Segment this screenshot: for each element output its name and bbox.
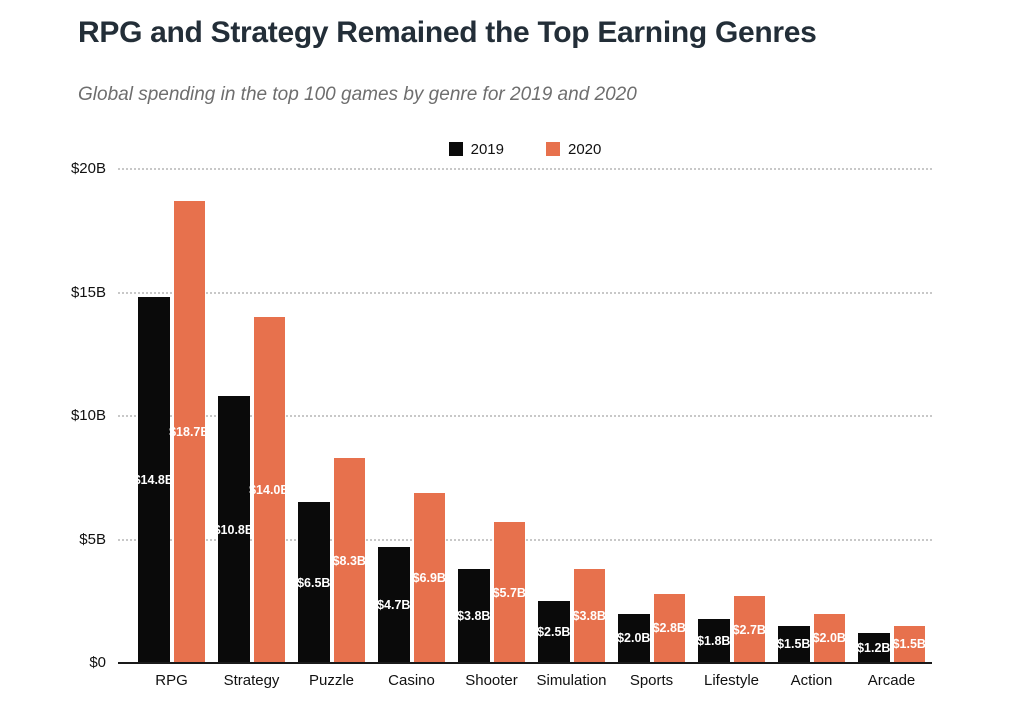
bar-group-lifestyle: $1.8B $2.7B bbox=[697, 169, 766, 663]
x-axis-line bbox=[118, 662, 932, 664]
x-axis-label-shooter: Shooter bbox=[465, 672, 518, 689]
bar-2020-rpg: $18.7B bbox=[169, 201, 209, 663]
x-axis-label-casino: Casino bbox=[388, 672, 435, 689]
x-axis-label-arcade: Arcade bbox=[867, 672, 916, 689]
bar-group-shooter: $3.8B $5.7B bbox=[457, 169, 526, 663]
bar-2020-shooter: $5.7B bbox=[492, 522, 526, 663]
legend-swatch-2019 bbox=[448, 142, 463, 156]
bar-value-label-2019-casino: $4.7B bbox=[377, 597, 411, 612]
gridline-$10B bbox=[118, 415, 932, 417]
bar-2019-casino: $4.7B bbox=[377, 546, 411, 663]
bar-value-label-2020-simulation: $3.8B bbox=[572, 609, 606, 624]
bar-value-label-2019-action: $1.5B bbox=[777, 637, 811, 652]
legend-label-2020: 2020 bbox=[568, 140, 602, 158]
chart-title: RPG and Strategy Remained the Top Earnin… bbox=[78, 16, 817, 49]
x-axis-label-rpg: RPG bbox=[155, 672, 188, 689]
bar-group-sports: $2.0B $2.8B bbox=[617, 169, 686, 663]
legend-item-2019: 2019 bbox=[448, 140, 504, 158]
bar-2019-action: $1.5B bbox=[777, 625, 811, 663]
y-axis-tick-$0: $0 bbox=[89, 654, 106, 672]
bar-group-rpg: $14.8B $18.7B bbox=[134, 169, 209, 663]
x-axis-label-action: Action bbox=[790, 672, 833, 689]
bar-2019-rpg: $14.8B bbox=[134, 297, 174, 663]
bar-2020-arcade: $1.5B bbox=[892, 625, 926, 663]
bar-value-label-2019-strategy: $10.8B bbox=[213, 522, 254, 537]
bar-2020-simulation: $3.8B bbox=[572, 569, 606, 663]
bar-value-label-2019-arcade: $1.2B bbox=[857, 641, 891, 656]
bar-group-simulation: $2.5B $3.8B bbox=[537, 169, 606, 663]
bar-2019-lifestyle: $1.8B bbox=[697, 618, 731, 663]
gridline-$20B bbox=[118, 168, 932, 170]
bar-value-label-2020-rpg: $18.7B bbox=[169, 425, 210, 440]
bar-group-puzzle: $6.5B $8.3B bbox=[297, 169, 366, 663]
legend-item-2020: 2020 bbox=[546, 141, 601, 158]
bar-2019-arcade: $1.2B bbox=[857, 633, 891, 663]
bar-2019-sports: $2.0B bbox=[617, 613, 651, 663]
x-axis-label-lifestyle: Lifestyle bbox=[703, 672, 760, 689]
y-axis-tick-$5B: $5B bbox=[79, 530, 106, 548]
bar-value-label-2020-shooter: $5.7B bbox=[492, 585, 526, 600]
x-axis-label-strategy: Strategy bbox=[223, 672, 280, 689]
bar-value-label-2020-puzzle: $8.3B bbox=[332, 553, 366, 568]
bar-2020-action: $2.0B bbox=[812, 613, 846, 663]
bar-group-casino: $4.7B $6.9B bbox=[377, 169, 446, 663]
bar-2020-sports: $2.8B bbox=[652, 593, 686, 663]
bar-value-label-2020-strategy: $14.0B bbox=[249, 483, 290, 498]
bar-group-arcade: $1.2B $1.5B bbox=[857, 169, 926, 663]
bar-value-label-2020-action: $2.0B bbox=[812, 631, 846, 646]
x-axis-label-puzzle: Puzzle bbox=[308, 672, 355, 689]
gridline-$5B bbox=[118, 538, 932, 541]
bar-group-action: $1.5B $2.0B bbox=[777, 169, 846, 663]
bar-group-strategy: $10.8B $14.0B bbox=[214, 169, 289, 663]
y-axis-tick-$10B: $10B bbox=[70, 407, 106, 425]
gridline-$15B bbox=[118, 291, 932, 294]
bars-container: $14.8B $18.7B $10.8B $14.0B $6.5B $8.3B $4.7B $… bbox=[118, 169, 932, 663]
bar-value-label-2019-rpg: $14.8B bbox=[133, 473, 174, 488]
bar-value-label-2019-simulation: $2.5B bbox=[537, 625, 571, 640]
y-axis-tick-$20B: $20B bbox=[70, 160, 106, 178]
bar-2019-strategy: $10.8B bbox=[214, 396, 254, 663]
x-axis-label-simulation: Simulation bbox=[536, 672, 607, 689]
bar-value-label-2019-lifestyle: $1.8B bbox=[697, 633, 731, 648]
y-axis-tick-$15B: $15B bbox=[70, 283, 106, 301]
bar-2019-simulation: $2.5B bbox=[537, 601, 571, 663]
bar-2020-strategy: $14.0B bbox=[249, 317, 289, 663]
bar-2020-lifestyle: $2.7B bbox=[732, 596, 766, 663]
plot-area: $0 $5B $10B $15B $20B $14.8B $18.7B $10.8B $14.… bbox=[71, 160, 932, 671]
bar-value-label-2019-puzzle: $6.5B bbox=[297, 575, 331, 590]
x-axis-label-sports: Sports bbox=[629, 672, 674, 689]
bar-value-label-2020-sports: $2.8B bbox=[652, 621, 686, 636]
bar-2020-puzzle: $8.3B bbox=[332, 458, 366, 663]
legend-swatch-2020 bbox=[546, 142, 560, 156]
bar-2020-casino: $6.9B bbox=[412, 492, 446, 663]
legend: 2019 2020 bbox=[118, 140, 932, 158]
bar-value-label-2020-arcade: $1.5B bbox=[892, 637, 926, 652]
x-axis-labels: RPG Strategy Puzzle Casino Shooter Simulation… bbox=[118, 672, 932, 694]
bar-value-label-2019-sports: $2.0B bbox=[617, 631, 651, 646]
legend-label-2019: 2019 bbox=[470, 140, 504, 158]
bar-value-label-2019-shooter: $3.8B bbox=[457, 609, 491, 624]
bar-value-label-2020-lifestyle: $2.7B bbox=[732, 622, 766, 637]
chart-subtitle: Global spending in the top 100 games by … bbox=[78, 84, 637, 105]
bar-2019-puzzle: $6.5B bbox=[297, 502, 331, 663]
bar-value-label-2020-casino: $6.9B bbox=[412, 570, 446, 585]
bar-2019-shooter: $3.8B bbox=[457, 569, 491, 663]
